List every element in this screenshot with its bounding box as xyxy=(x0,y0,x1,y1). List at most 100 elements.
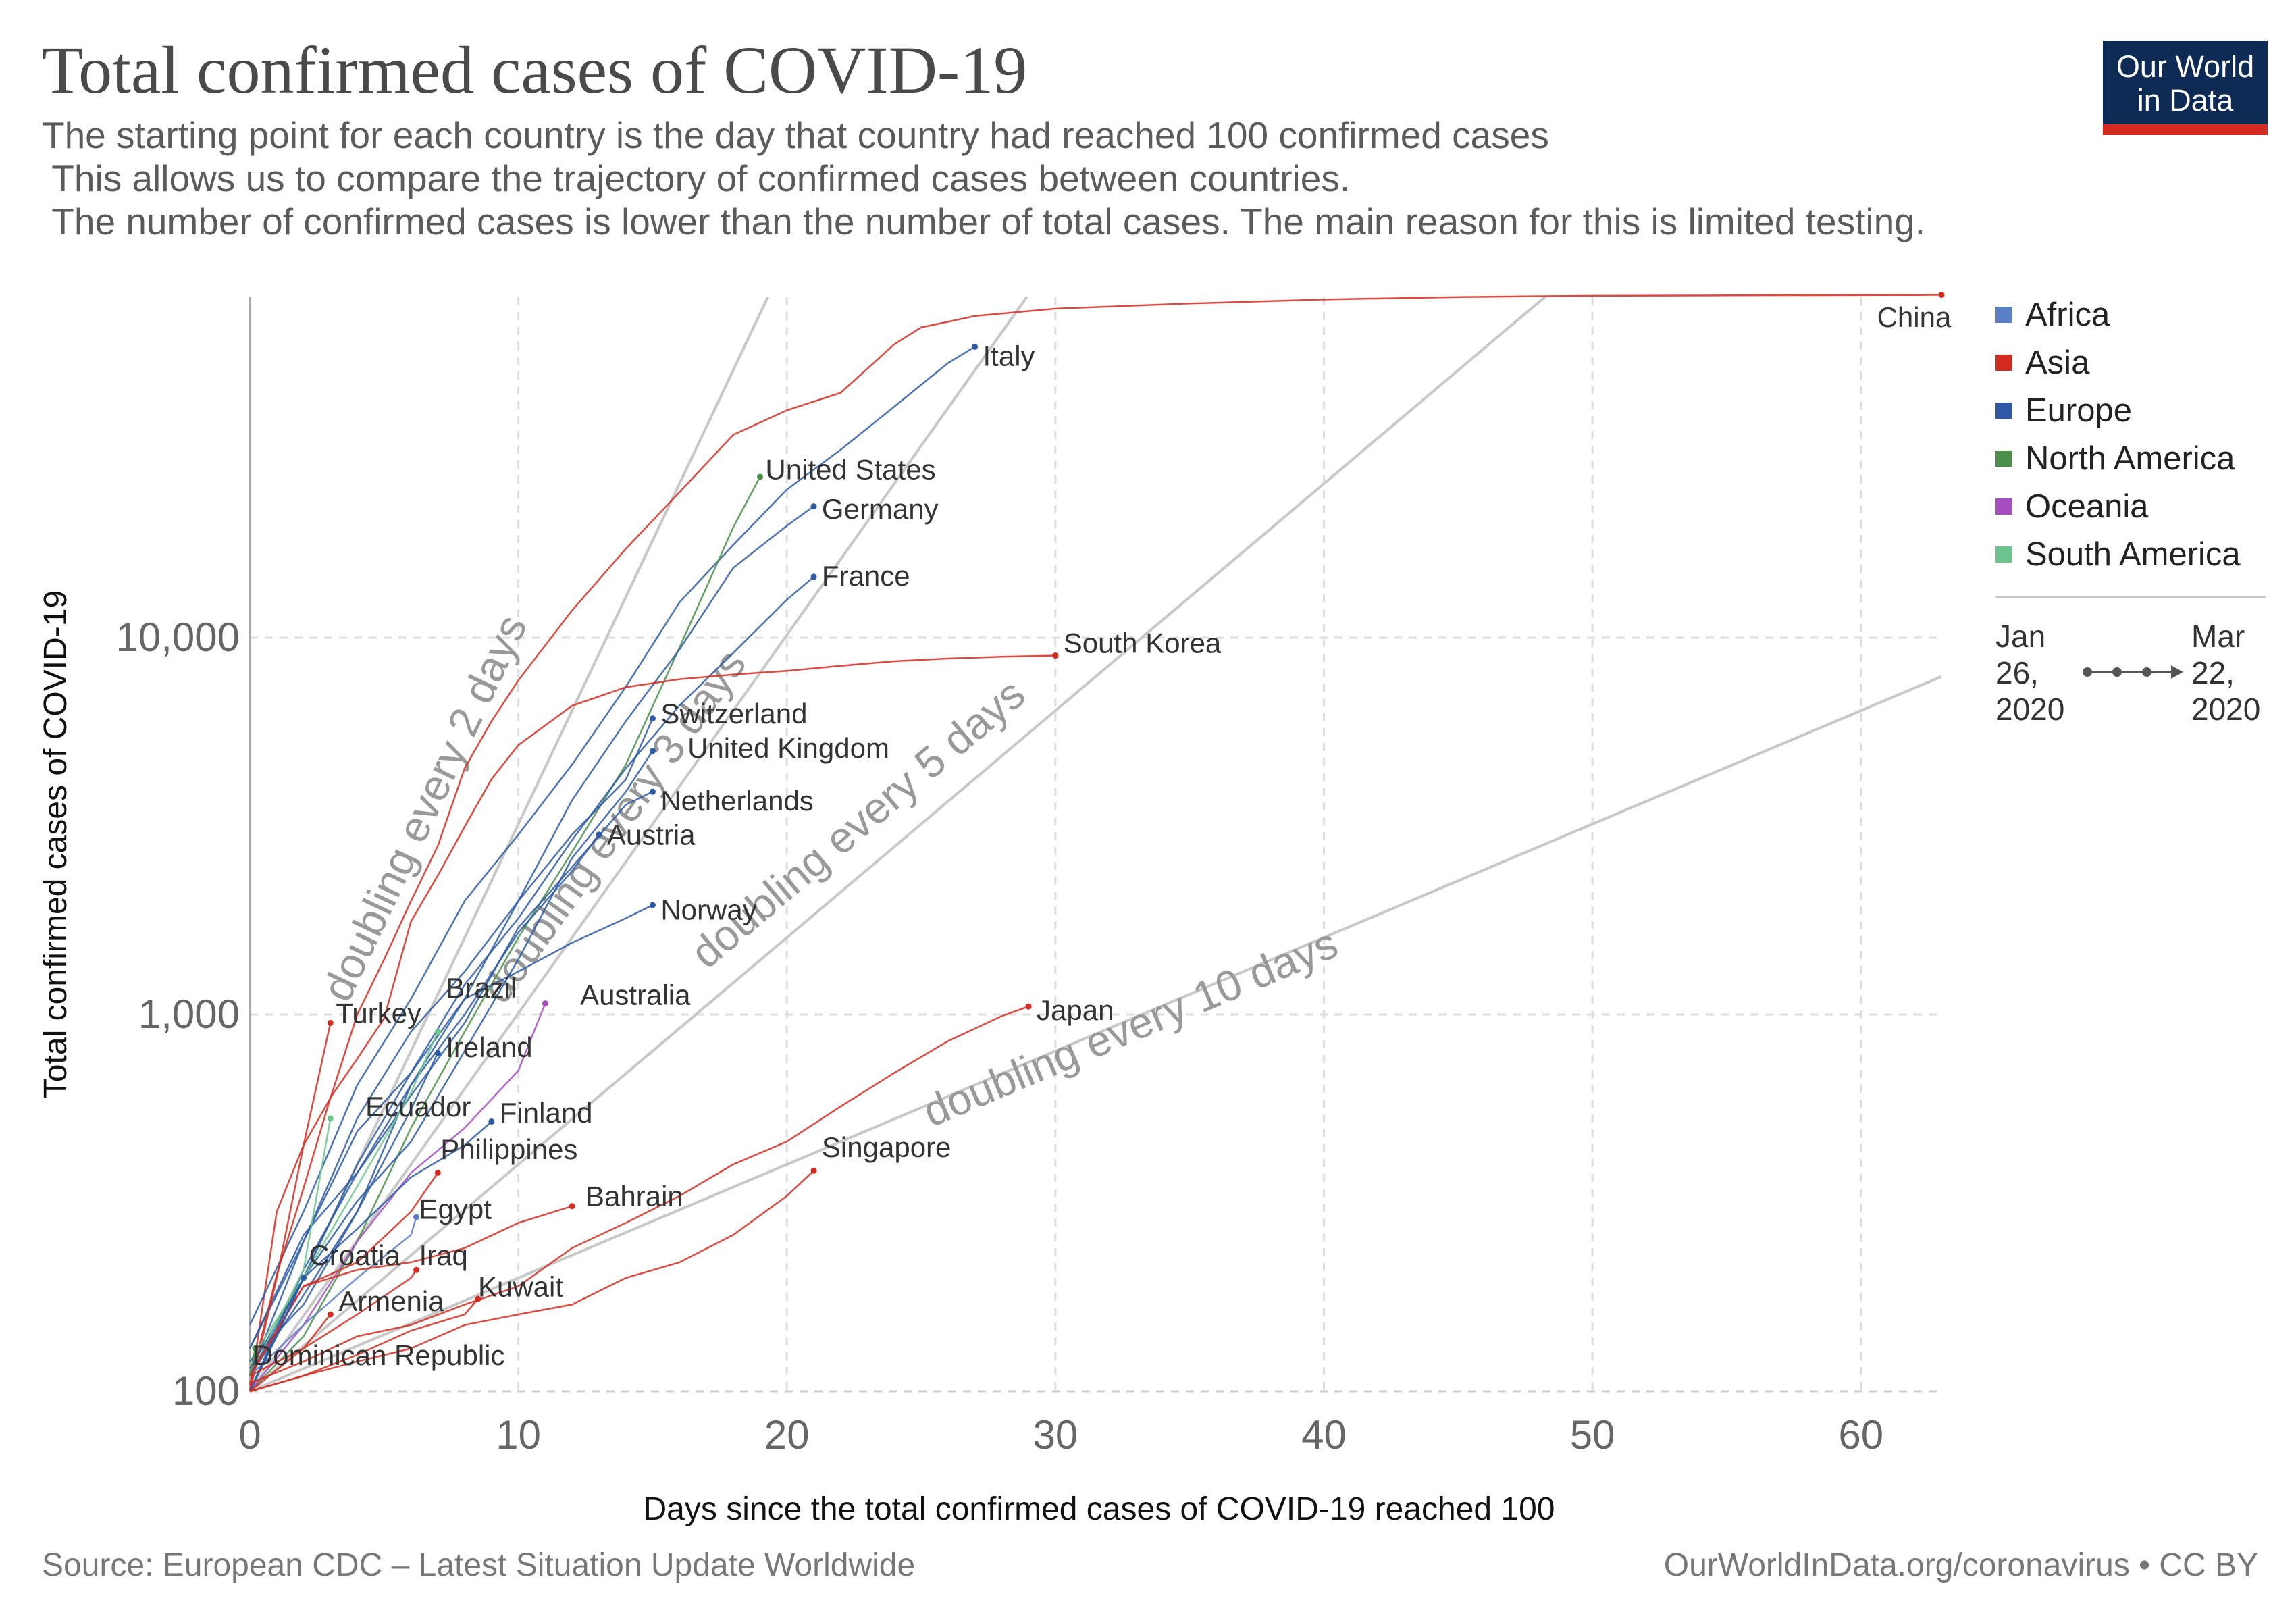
legend-swatch xyxy=(1995,498,2012,515)
series-label: Australia xyxy=(580,979,691,1010)
series-label: Singapore xyxy=(822,1131,951,1163)
series-label: Kuwait xyxy=(478,1270,563,1302)
series-label: France xyxy=(822,560,910,592)
series-line xyxy=(249,1005,1029,1385)
series-label: United States xyxy=(765,453,935,485)
timeline-slider[interactable] xyxy=(2083,659,2185,686)
series-label: Iraq xyxy=(419,1239,468,1271)
series-end-point xyxy=(434,1169,441,1176)
series-line xyxy=(249,1348,257,1376)
legend-label: Asia xyxy=(2025,344,2090,381)
timeline-start-date: Jan 26, 2020 xyxy=(1995,619,2065,727)
legend-label: North America xyxy=(2025,440,2235,477)
series-label: Ecuador xyxy=(365,1091,471,1123)
timeline-control[interactable]: Jan 26, 2020 Mar 22, 2020 xyxy=(1995,618,2279,753)
subtitle-line-2: This allows us to compare the trajectory… xyxy=(42,157,1351,199)
logo-line-2: in Data xyxy=(2137,83,2234,118)
series-label: Bahrain xyxy=(585,1181,683,1212)
reference-line xyxy=(250,297,1028,1391)
series-end-point xyxy=(1025,1003,1032,1010)
series-end-point xyxy=(542,1000,548,1007)
subtitle-line-1: The starting point for each country is t… xyxy=(42,114,1549,156)
series-end-point xyxy=(327,1115,334,1122)
series-line xyxy=(249,1277,305,1392)
y-axis-label: Total confirmed cases of COVID-19 xyxy=(38,590,74,1098)
series-label: Finland xyxy=(500,1097,593,1129)
y-tick-label: 1,000 xyxy=(138,992,240,1037)
legend-label: South America xyxy=(2025,536,2241,573)
timeline-end-date: Mar 22, 2020 xyxy=(2191,619,2261,727)
series-label: Egypt xyxy=(419,1193,492,1225)
legend: Africa Asia Europe North America Oceania… xyxy=(1995,290,2279,753)
legend-item-oceania[interactable]: Oceania xyxy=(1995,482,2279,530)
series-end-point xyxy=(327,1019,334,1026)
subtitle-line-3: The number of confirmed cases is lower t… xyxy=(42,201,1926,242)
series-line xyxy=(249,790,653,1349)
series-label: Switzerland xyxy=(660,698,807,729)
series-label: Dominican Republic xyxy=(253,1339,505,1371)
series-line xyxy=(249,1052,439,1362)
legend-item-asia[interactable]: Asia xyxy=(1995,338,2279,386)
legend-divider xyxy=(1995,596,2266,598)
y-tick-label: 100 xyxy=(172,1368,240,1414)
owid-logo[interactable]: Our World in Data xyxy=(2103,41,2268,135)
series-end-point xyxy=(756,473,763,480)
series-label: Brazil xyxy=(446,972,517,1004)
x-tick-label: 30 xyxy=(1033,1412,1078,1458)
series-end-point xyxy=(434,1029,441,1035)
x-tick-label: 40 xyxy=(1301,1412,1347,1458)
series-end-point xyxy=(596,831,602,838)
legend-label: Africa xyxy=(2025,296,2110,333)
series-end-point xyxy=(1052,652,1059,659)
series-label: Armenia xyxy=(338,1285,444,1317)
series-label: Ireland xyxy=(446,1031,532,1063)
reference-line-label: doubling every 10 days xyxy=(916,919,1344,1136)
series-end-point xyxy=(1938,291,1945,298)
series-line xyxy=(249,1023,332,1392)
legend-item-north-america[interactable]: North America xyxy=(1995,434,2279,482)
series-end-point xyxy=(413,1266,420,1273)
x-tick-label: 50 xyxy=(1570,1412,1615,1458)
series-end-point xyxy=(434,1050,441,1056)
x-axis-label: Days since the total confirmed cases of … xyxy=(644,1491,1555,1527)
series-line xyxy=(249,904,653,1376)
series-end-point xyxy=(569,1203,575,1210)
series-end-point xyxy=(301,1275,307,1281)
series-line xyxy=(249,750,654,1369)
legend-swatch xyxy=(1995,402,2012,419)
legend-item-south-america[interactable]: South America xyxy=(1995,530,2279,578)
credit-link[interactable]: OurWorldInData.org/coronavirus • CC BY xyxy=(1663,1547,2258,1583)
series-label: Austria xyxy=(607,819,696,851)
series-line xyxy=(249,476,761,1392)
series-line xyxy=(249,1118,332,1376)
series-label: China xyxy=(1877,301,1952,333)
x-tick-label: 60 xyxy=(1838,1412,1883,1458)
series-label: Croatia xyxy=(309,1239,400,1271)
series-label: Turkey xyxy=(336,998,421,1029)
series-label: Japan xyxy=(1037,994,1114,1026)
series-line xyxy=(249,654,1055,1385)
series-line xyxy=(249,1205,573,1376)
chart-plot: 0 10 20 30 40 50 60 100 1,000 10,000 Days since th… xyxy=(38,291,1952,1527)
series-line xyxy=(249,1216,417,1376)
x-tick-label: 20 xyxy=(764,1412,810,1458)
series-label: South Korea xyxy=(1064,627,1222,659)
series-label: Germany xyxy=(822,493,939,525)
legend-swatch xyxy=(1995,354,2012,371)
series-end-point xyxy=(413,1214,420,1220)
y-tick-label: 10,000 xyxy=(115,615,240,660)
reference-line xyxy=(250,675,1941,1391)
legend-item-africa[interactable]: Africa xyxy=(1995,290,2279,338)
series-line xyxy=(249,1170,814,1393)
legend-swatch xyxy=(1995,546,2012,563)
series-line xyxy=(249,1314,332,1377)
series-end-point xyxy=(649,788,656,795)
series-end-point xyxy=(649,748,656,754)
legend-item-europe[interactable]: Europe xyxy=(1995,386,2279,434)
series-end-point xyxy=(810,503,817,510)
chart-subtitle: The starting point for each country is t… xyxy=(42,113,1925,243)
reference-line xyxy=(250,297,1547,1391)
series-line xyxy=(249,505,814,1349)
chart-title: Total confirmed cases of COVID-19 xyxy=(42,32,1028,107)
series-end-point xyxy=(327,1311,334,1318)
